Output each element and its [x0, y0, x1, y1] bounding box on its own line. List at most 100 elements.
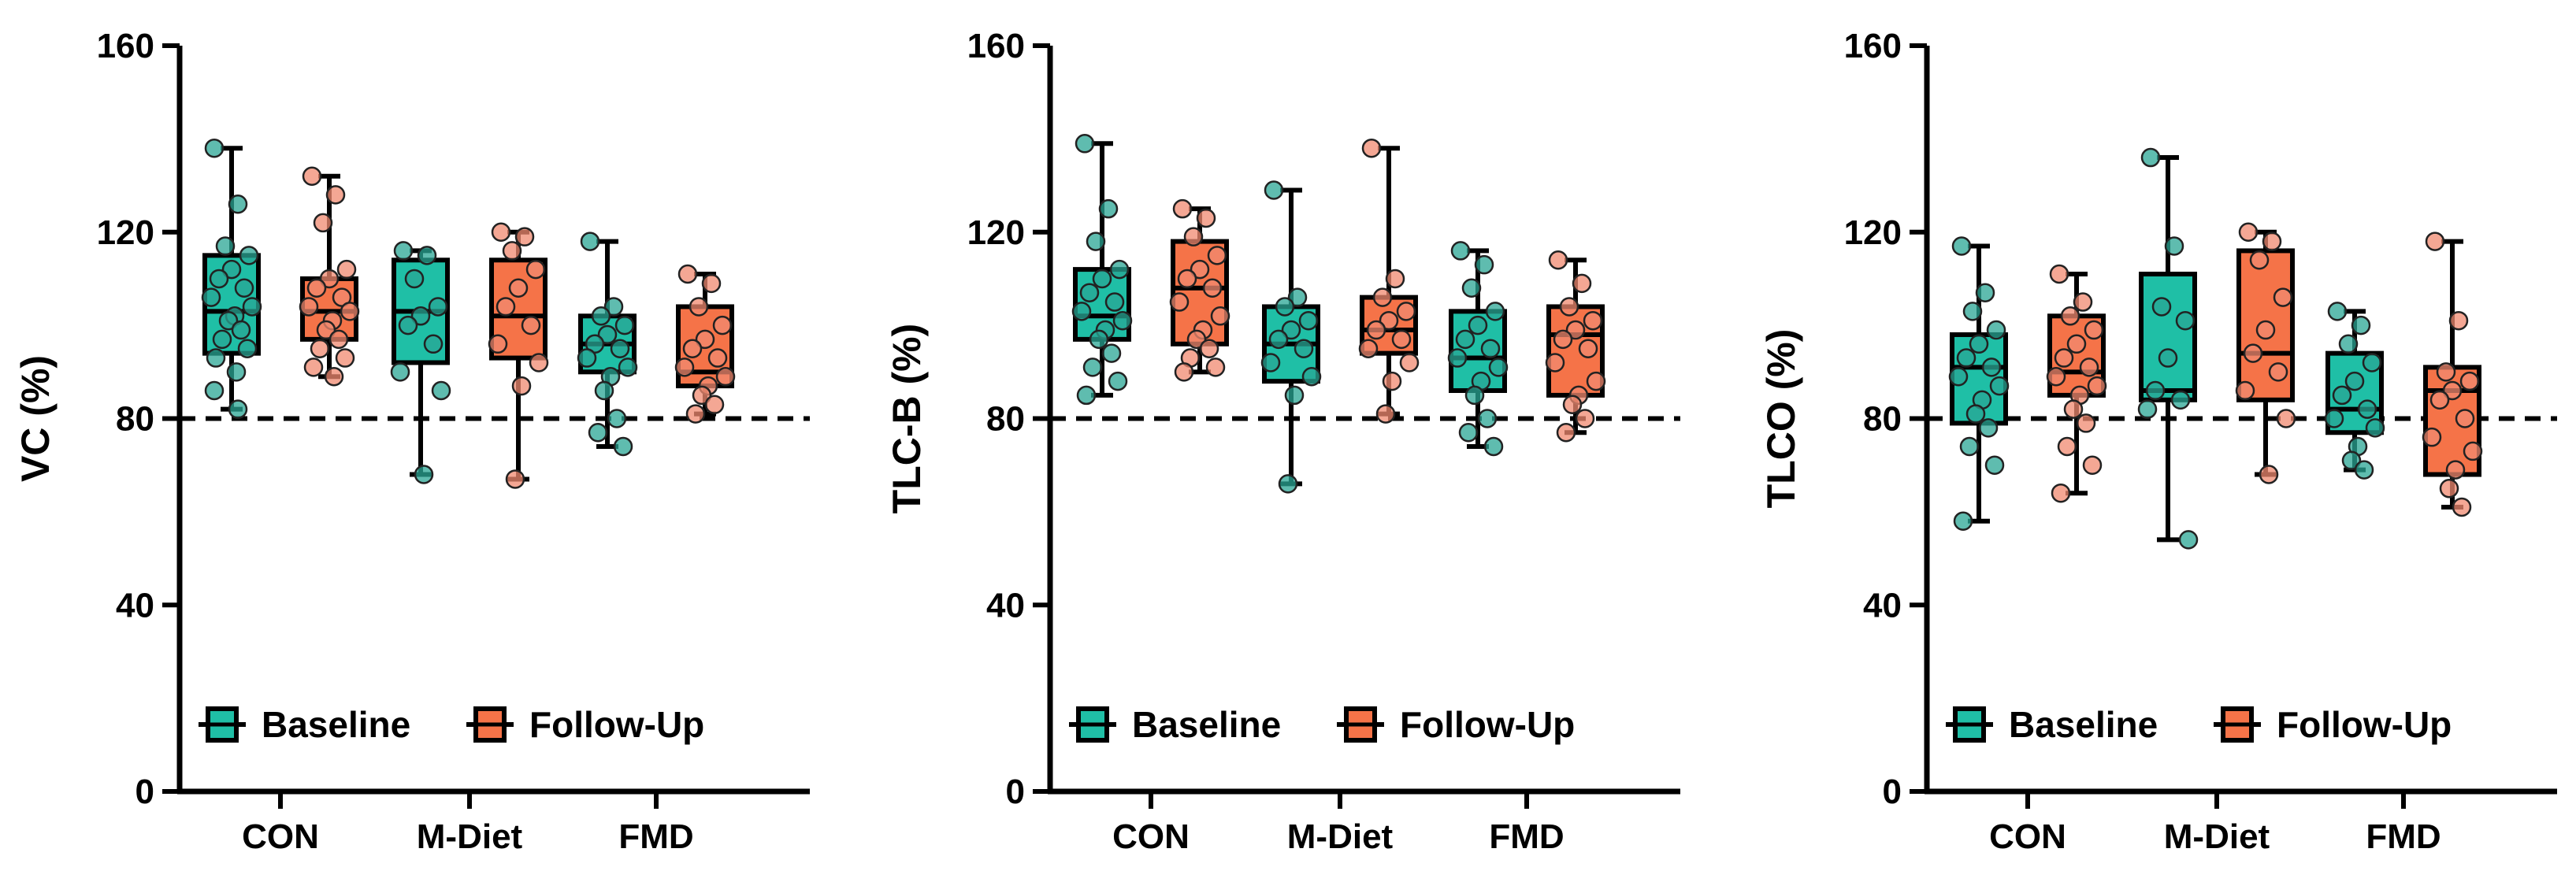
- data-point: [2332, 385, 2352, 406]
- box-baseline-con: [1071, 134, 1133, 406]
- data-point: [2060, 306, 2080, 326]
- data-point: [414, 465, 434, 484]
- data-point: [1375, 404, 1396, 424]
- data-point: [1391, 329, 1412, 350]
- data-point: [591, 306, 611, 326]
- data-point: [336, 259, 357, 280]
- data-point: [2057, 436, 2077, 457]
- box-followup-m-diet: [488, 222, 549, 489]
- data-point: [2436, 362, 2456, 382]
- data-point: [1450, 241, 1471, 261]
- legend-label-baseline: Baseline: [1132, 704, 1281, 745]
- data-point: [2268, 362, 2288, 382]
- data-point: [1284, 385, 1305, 406]
- data-point: [685, 404, 706, 424]
- data-point: [234, 278, 254, 298]
- data-point: [618, 358, 638, 377]
- y-tick-label: 80: [1863, 400, 1902, 439]
- data-point: [2425, 232, 2445, 251]
- data-point: [1583, 310, 1603, 331]
- data-point: [2338, 334, 2359, 354]
- box-baseline-con: [201, 138, 262, 419]
- data-point: [2357, 399, 2377, 419]
- data-point: [588, 423, 608, 443]
- data-point: [1109, 259, 1130, 280]
- data-point: [228, 194, 248, 214]
- data-point: [239, 246, 259, 265]
- data-point: [614, 315, 635, 335]
- data-point: [212, 329, 232, 350]
- data-point: [1984, 455, 2005, 475]
- data-point: [1480, 339, 1501, 358]
- data-point: [1112, 310, 1133, 331]
- data-point: [1298, 310, 1319, 331]
- data-point: [674, 358, 695, 377]
- data-point: [1485, 302, 1505, 321]
- data-point: [1382, 371, 1402, 391]
- data-point: [226, 362, 247, 382]
- data-point: [215, 236, 236, 256]
- data-point: [1586, 371, 1606, 391]
- data-point: [302, 166, 322, 186]
- data-point: [2276, 409, 2296, 428]
- data-point: [1396, 302, 1416, 321]
- data-point: [1104, 292, 1125, 312]
- data-point: [2445, 460, 2466, 480]
- data-point: [1301, 366, 1322, 387]
- data-point: [594, 380, 614, 401]
- data-point: [1962, 302, 1983, 321]
- data-point: [1956, 348, 1977, 368]
- data-point: [2351, 315, 2371, 335]
- data-point: [1372, 287, 1393, 307]
- data-point: [2365, 418, 2385, 438]
- legend-label-followup: Follow-Up: [1400, 704, 1575, 745]
- data-point: [310, 339, 330, 358]
- data-point: [1458, 423, 1479, 443]
- box-baseline-m-diet: [2137, 147, 2199, 550]
- data-point: [1468, 315, 1488, 335]
- data-point: [2084, 320, 2104, 340]
- data-point: [2170, 390, 2191, 410]
- x-tick-label-m-diet: M-Diet: [417, 817, 523, 856]
- x-tick-label-fmd: FMD: [618, 817, 693, 856]
- data-point: [2063, 399, 2084, 419]
- data-point: [2054, 348, 2074, 368]
- legend-label-followup: Follow-Up: [529, 704, 704, 745]
- y-tick-label: 0: [135, 773, 154, 811]
- data-point: [313, 213, 333, 233]
- data-point: [2164, 236, 2184, 256]
- data-point: [1186, 329, 1207, 350]
- data-point: [228, 399, 248, 419]
- data-point: [521, 315, 541, 335]
- data-point: [303, 358, 324, 377]
- data-point: [1260, 353, 1281, 372]
- data-point: [715, 366, 736, 387]
- legend: Baseline Follow-Up: [1069, 704, 1575, 745]
- data-point: [505, 469, 525, 489]
- data-point: [514, 227, 535, 246]
- data-point: [2327, 302, 2348, 321]
- data-point: [1098, 198, 1119, 219]
- data-point: [2076, 413, 2096, 433]
- data-point: [2066, 334, 2087, 354]
- data-point: [2463, 441, 2483, 461]
- data-point: [1559, 297, 1579, 317]
- data-point: [1108, 371, 1128, 391]
- data-point: [1477, 409, 1498, 428]
- data-point: [1086, 232, 1106, 251]
- data-point: [577, 348, 597, 368]
- data-point: [2049, 264, 2069, 284]
- data-point: [1969, 334, 1989, 354]
- data-point: [1385, 269, 1405, 289]
- data-point: [1275, 297, 1295, 317]
- data-point: [2459, 371, 2480, 391]
- legend-label-followup: Follow-Up: [2277, 704, 2452, 745]
- data-point: [2344, 371, 2365, 391]
- data-point: [1196, 208, 1216, 228]
- data-point: [496, 297, 516, 317]
- data-point: [682, 339, 703, 358]
- data-point: [1172, 198, 1193, 219]
- y-axis-title: TLCO (%): [1759, 329, 1803, 509]
- data-point: [2079, 358, 2099, 377]
- data-point: [1548, 250, 1568, 270]
